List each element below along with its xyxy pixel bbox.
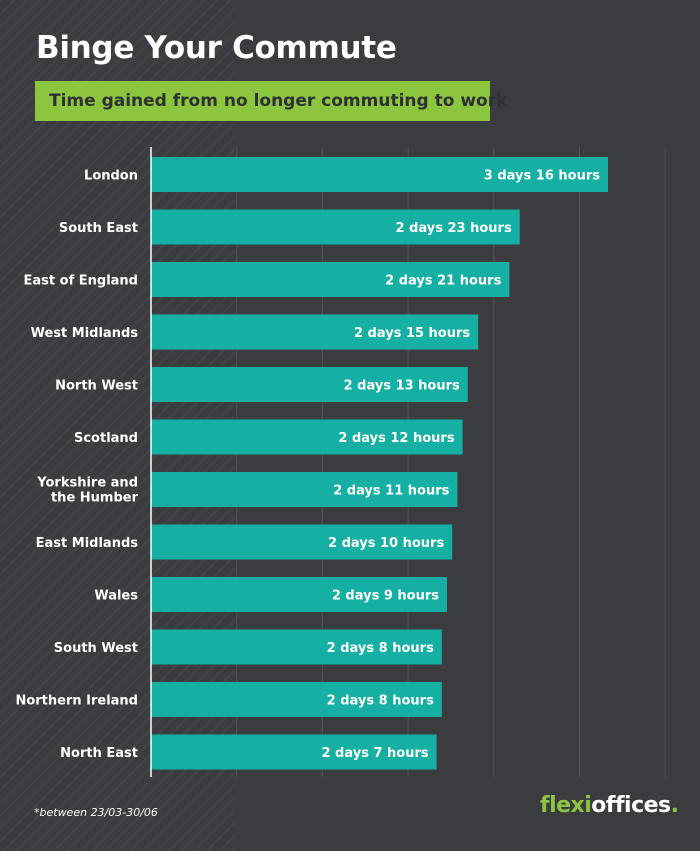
chart-title: Binge Your Commute	[36, 30, 397, 66]
bar	[151, 682, 442, 717]
category-label: Yorkshire and the Humber	[36, 476, 138, 506]
category-label: Northern Ireland	[15, 694, 138, 709]
bar-value-label: 2 days 21 hours	[385, 274, 501, 289]
bar-value-label: 2 days 7 hours	[321, 746, 428, 761]
flexioffices-logo: flexioffices.	[540, 793, 679, 818]
bar-value-label: 2 days 11 hours	[333, 484, 449, 499]
bar-value-label: 2 days 15 hours	[354, 326, 470, 341]
category-label: London	[84, 169, 138, 184]
bar-value-label: 2 days 9 hours	[332, 589, 439, 604]
logo-offices: offices	[591, 793, 671, 818]
category-label: Wales	[94, 589, 138, 604]
bar	[151, 419, 463, 455]
logo-dot: .	[670, 793, 679, 818]
bar	[151, 157, 608, 192]
footnote: *between 23/03-30/06	[34, 806, 158, 819]
bar-value-label: 3 days 16 hours	[484, 169, 600, 184]
bar	[151, 472, 458, 507]
category-label: North East	[60, 746, 138, 761]
category-label: North West	[55, 379, 138, 394]
bar	[151, 262, 510, 297]
bar-value-label: 2 days 23 hours	[396, 221, 512, 236]
category-label: East of England	[24, 274, 138, 289]
bar-value-label: 2 days 13 hours	[344, 379, 460, 394]
bar-value-label: 2 days 10 hours	[328, 536, 444, 551]
bar	[151, 577, 448, 612]
category-label: West Midlands	[31, 326, 139, 341]
bar-value-label: 2 days 12 hours	[338, 431, 454, 446]
bar	[151, 524, 453, 560]
bar-value-label: 2 days 8 hours	[327, 641, 434, 656]
bar	[151, 314, 479, 350]
bar	[151, 209, 520, 245]
category-label: South West	[54, 641, 138, 656]
chart-subtitle: Time gained from no longer commuting to …	[35, 81, 507, 121]
category-label: South East	[59, 221, 138, 236]
bar	[151, 629, 442, 665]
bar	[151, 367, 468, 402]
bar-value-label: 2 days 8 hours	[327, 694, 434, 709]
logo-flexi: flexi	[540, 793, 592, 818]
category-label: East Midlands	[36, 536, 139, 551]
category-label: Scotland	[74, 431, 138, 446]
bar	[151, 734, 437, 770]
